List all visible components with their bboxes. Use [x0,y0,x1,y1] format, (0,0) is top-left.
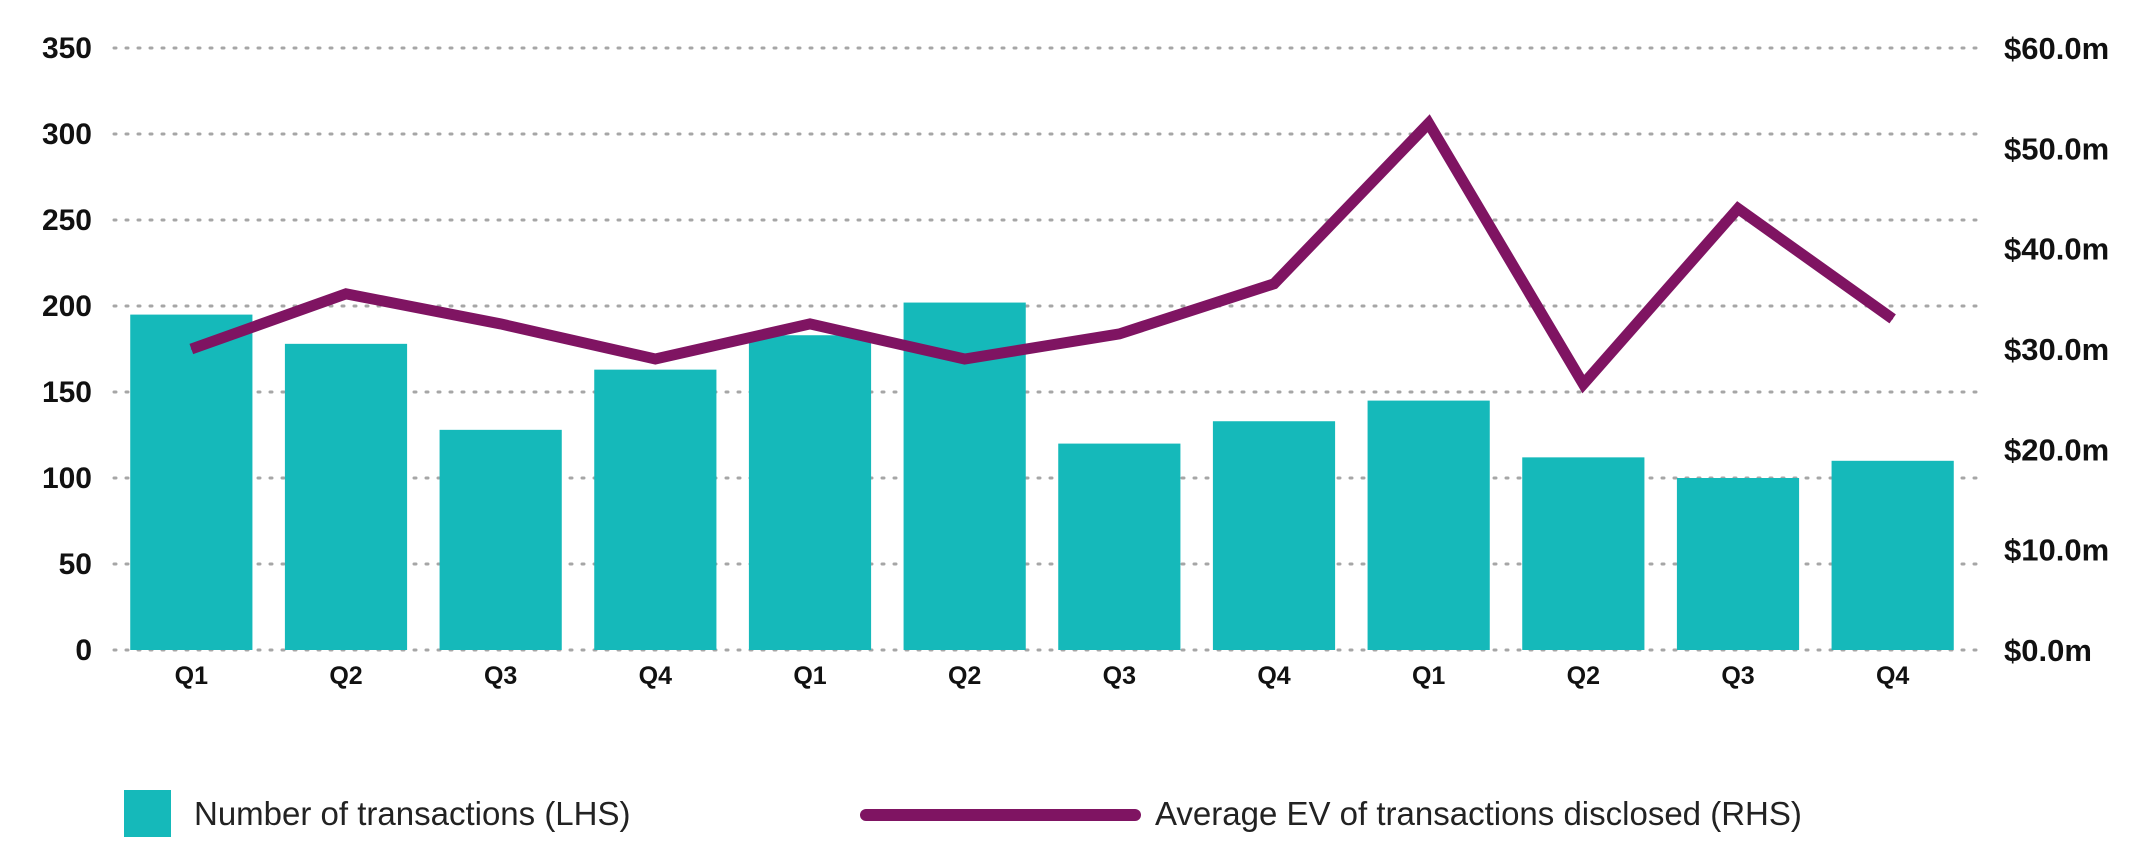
x-tick-label: Q3 [484,662,517,690]
bar [284,343,408,650]
bar-series [130,302,1954,650]
line-point [1892,318,1894,320]
line-point [1273,283,1275,285]
bar [1831,460,1954,650]
x-tick-label: Q4 [639,662,672,690]
line-point [1428,122,1430,124]
bar [1676,478,1800,650]
left-tick-label: 0 [75,634,92,667]
right-tick-label: $20.0m [2004,432,2109,467]
line-series [189,114,1896,394]
bar [748,335,872,650]
x-tick-label: Q4 [1257,662,1290,690]
x-tick-label: Q4 [1876,662,1909,690]
x-tick-label: Q1 [175,662,208,690]
left-tick-label: 150 [42,376,92,409]
line-point [500,323,502,325]
line-point [809,323,811,325]
line-point [1582,383,1584,385]
x-tick-label: Q1 [793,662,826,690]
left-tick-label: 200 [42,290,92,323]
right-tick-label: $0.0m [2004,633,2092,668]
left-tick-label: 250 [42,204,92,237]
bar [1058,443,1181,650]
x-axis-ticks: Q1 Q2 Q3 Q4 Q1 Q2 Q3 Q4 Q1 Q2 Q3 Q4 [175,662,1910,690]
legend: Number of transactions (LHS) Average EV … [124,790,1802,837]
right-axis-ticks: $0.0m $10.0m $20.0m $30.0m $40.0m $50.0m $60.0… [2004,31,2109,668]
left-tick-label: 350 [42,32,92,65]
bar [130,314,253,650]
right-tick-label: $50.0m [2004,131,2109,166]
line-point [190,348,192,350]
right-tick-label: $30.0m [2004,332,2109,367]
line-point [1737,208,1739,210]
line-point [345,293,347,295]
legend-bar-swatch [124,790,171,837]
bar [439,429,562,650]
right-tick-label: $10.0m [2004,533,2109,568]
line-point [964,358,966,360]
left-tick-label: 300 [42,118,92,151]
legend-bar-label: Number of transactions (LHS) [194,795,631,832]
left-tick-label: 50 [59,548,92,581]
bar [1212,421,1336,650]
line-point [1118,333,1120,335]
left-axis-ticks: 0 50 100 150 200 250 300 350 [42,32,92,667]
x-tick-label: Q3 [1721,662,1754,690]
legend-line-label: Average EV of transactions disclosed (RH… [1155,795,1802,832]
left-tick-label: 100 [42,462,92,495]
bar [594,369,717,650]
line-point [654,358,656,360]
x-tick-label: Q2 [329,662,362,690]
bar [1367,400,1490,650]
x-tick-label: Q3 [1103,662,1136,690]
x-tick-label: Q2 [1567,662,1600,690]
bar [1522,457,1645,650]
x-tick-label: Q2 [948,662,981,690]
x-tick-label: Q1 [1412,662,1445,690]
line-path [189,114,1896,394]
right-tick-label: $40.0m [2004,232,2109,267]
right-tick-label: $60.0m [2004,31,2109,66]
